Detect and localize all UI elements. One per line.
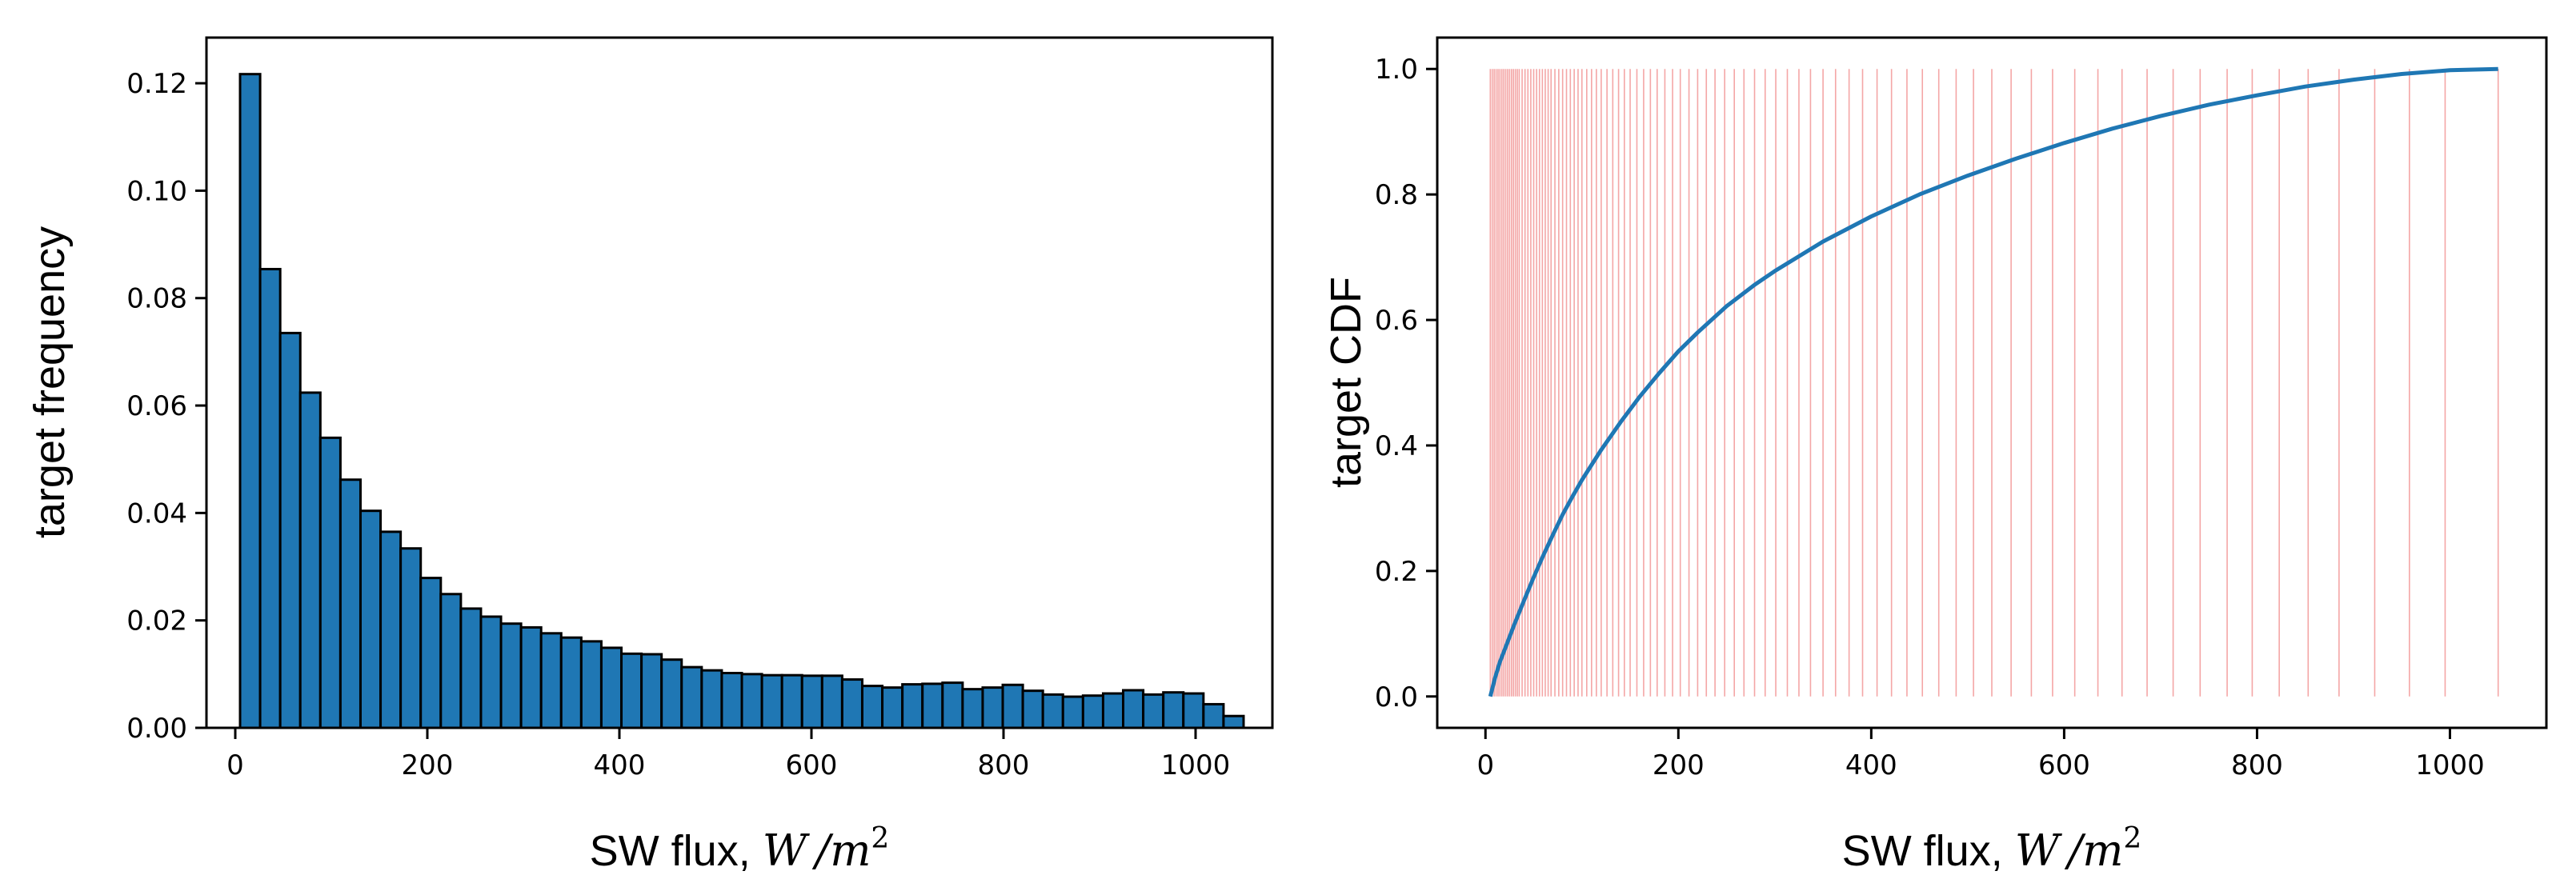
histogram-bar [840, 678, 863, 729]
histogram-bar [1182, 692, 1205, 729]
histogram-bar [921, 682, 944, 729]
histogram-bar [700, 669, 723, 729]
y-tick-label: 0.04 [126, 497, 187, 529]
histogram-x-ticks: 0 200 400 600 800 1000 [226, 728, 1230, 781]
histogram-bar [519, 625, 543, 729]
histogram-bar [680, 665, 703, 729]
histogram-bar [881, 686, 904, 729]
histogram-bar [720, 671, 743, 729]
histogram-bar [298, 391, 322, 729]
histogram-bar [539, 632, 563, 729]
x-tick-label: 600 [786, 749, 838, 781]
cdf-quantile-lines [1489, 69, 2499, 697]
histogram-bar [479, 615, 503, 729]
x-tick-label: 400 [594, 749, 646, 781]
histogram-bar [1001, 683, 1024, 729]
y-tick-label: 0.00 [126, 713, 187, 745]
histogram-bar [860, 685, 884, 729]
cdf-y-axis-label: target CDF [1322, 277, 1370, 488]
histogram-bar [339, 478, 362, 729]
histogram-bar [780, 673, 803, 729]
histogram-bar [901, 683, 924, 729]
y-tick-label: 0.8 [1375, 179, 1418, 211]
x-tick-label: 1000 [2415, 749, 2485, 781]
histogram-bars [238, 73, 1245, 729]
histogram-bar [599, 646, 623, 729]
histogram-bar [620, 652, 643, 729]
histogram-bar [579, 640, 603, 729]
y-tick-label: 1.0 [1375, 54, 1418, 86]
cdf-series-line [1488, 66, 2498, 697]
x-tick-label: 200 [1653, 749, 1705, 781]
histogram-bar [1202, 702, 1225, 729]
y-tick-label: 0.10 [126, 175, 187, 207]
histogram-bar [800, 674, 823, 729]
x-tick-label: 600 [2038, 749, 2090, 781]
histogram-bar [941, 681, 964, 729]
histogram-bar [459, 607, 483, 729]
cdf-y-ticks: 0.0 0.2 0.4 0.6 0.8 1.0 [1375, 54, 1437, 713]
histogram-bar [258, 267, 282, 729]
x-tick-label: 0 [226, 749, 244, 781]
histogram-bar [961, 688, 984, 729]
histogram-panel: 0 200 400 600 800 1000 0.000.020.040.060.080.… [26, 36, 1274, 876]
histogram-bar [559, 636, 583, 729]
x-tick-label: 0 [1476, 749, 1494, 781]
histogram-bar [1081, 694, 1104, 729]
y-tick-label: 0.08 [126, 283, 187, 315]
histogram-bar [1101, 692, 1125, 729]
histogram-bar [499, 622, 523, 729]
histogram-frame [205, 36, 1274, 729]
y-tick-label: 0.6 [1375, 305, 1418, 337]
cdf-panel: 0 200 400 600 800 1000 0.0 0.2 0.4 0.6 0.8 1.0 SW … [1322, 36, 2548, 876]
cdf-x-ticks: 0 200 400 600 800 1000 [1476, 728, 2485, 781]
histogram-bar [1122, 689, 1145, 729]
histogram-bar [379, 530, 403, 729]
y-tick-label: 0.2 [1375, 556, 1418, 588]
histogram-bar [1222, 714, 1245, 729]
histogram-bar [820, 674, 843, 729]
histogram-x-axis-label: SW flux, W /m2 [590, 822, 890, 876]
histogram-bar [1162, 691, 1185, 729]
histogram-y-ticks: 0.00 0.02 0.04 0.06 0.08 0.10 0.12 [126, 68, 206, 745]
cdf-frame [1436, 36, 2548, 729]
y-tick-label: 0.12 [126, 68, 187, 100]
x-tick-label: 800 [978, 749, 1030, 781]
y-tick-label: 0.4 [1375, 430, 1418, 462]
x-tick-label: 200 [402, 749, 454, 781]
y-tick-label: 0.02 [126, 605, 187, 637]
x-tick-label: 400 [1845, 749, 1897, 781]
histogram-bar [740, 673, 763, 729]
histogram-bar [359, 509, 383, 729]
y-tick-label: 0.0 [1375, 681, 1418, 713]
cdf-x-axis-label: SW flux, W /m2 [1842, 822, 2142, 876]
histogram-bar [981, 686, 1004, 729]
histogram-bar [760, 673, 783, 729]
histogram-bar [1041, 693, 1064, 729]
x-tick-label: 1000 [1161, 749, 1231, 781]
histogram-bar [1021, 689, 1044, 729]
histogram-bar [399, 547, 423, 729]
histogram-bar [238, 73, 262, 729]
histogram-bar [660, 658, 683, 729]
histogram-y-axis-label: target frequency [26, 226, 74, 538]
histogram-bar [439, 593, 463, 729]
y-tick-label: 0.06 [126, 390, 187, 422]
histogram-bar [640, 653, 663, 729]
x-tick-label: 800 [2231, 749, 2283, 781]
histogram-bar [419, 577, 443, 729]
histogram-bar [318, 436, 342, 729]
histogram-bar [1061, 695, 1084, 729]
histogram-bar [1142, 693, 1165, 729]
histogram-bar [278, 331, 302, 729]
